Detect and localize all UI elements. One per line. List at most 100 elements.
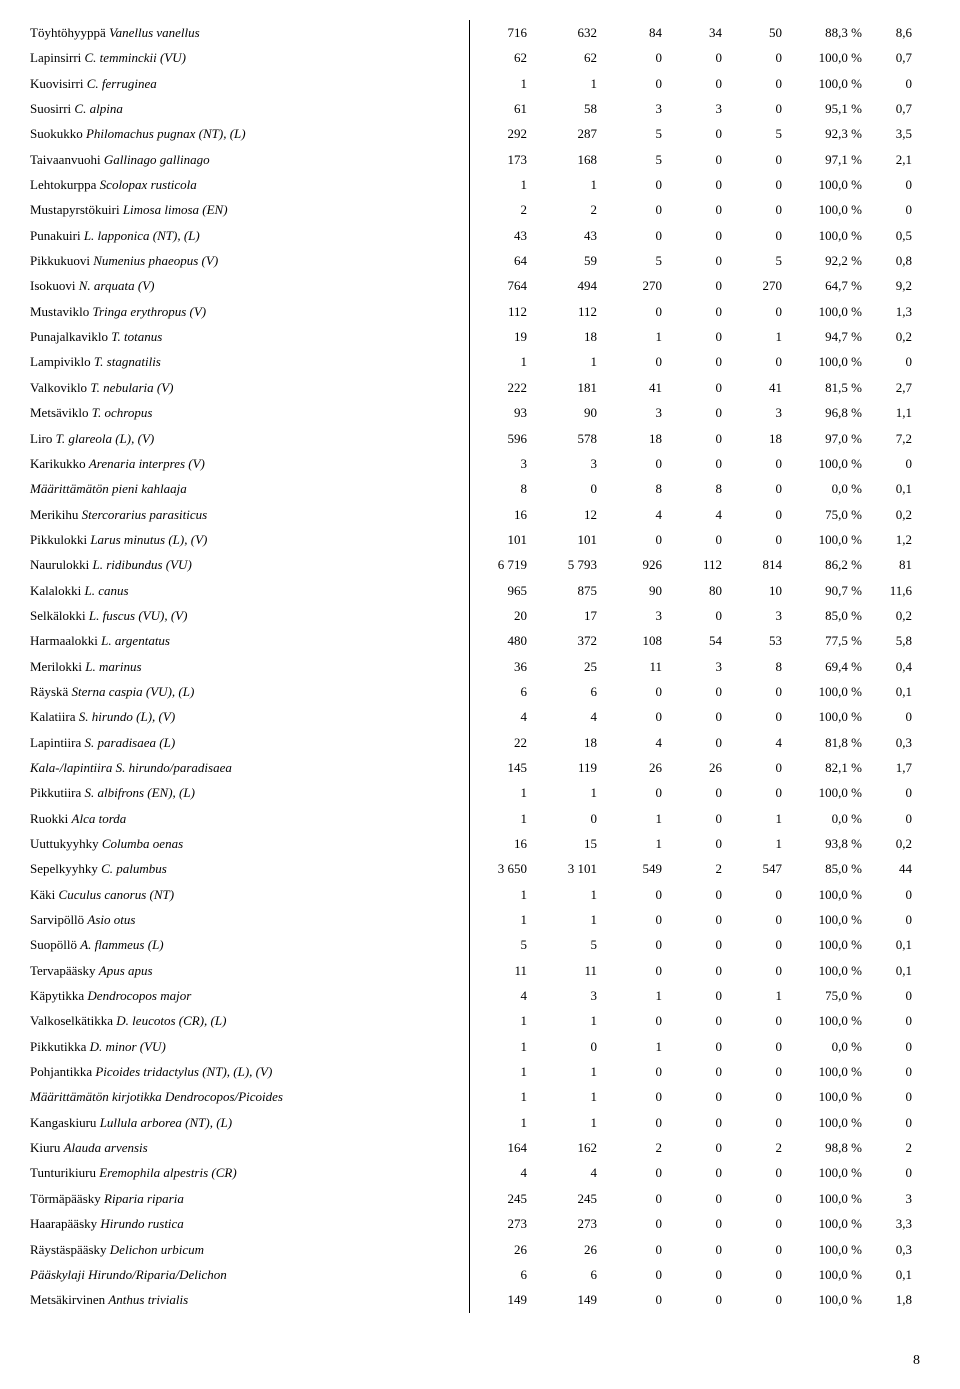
- species-common-name: Suopöllö: [30, 937, 80, 952]
- species-common-name: Karikukko: [30, 456, 89, 471]
- cell-c1: 2: [470, 197, 535, 222]
- cell-c6: 100,0 %: [790, 1008, 870, 1033]
- species-latin-name: Alca torda: [72, 811, 127, 826]
- cell-c4: 0: [670, 400, 730, 425]
- cell-c7: 0: [870, 1084, 920, 1109]
- species-table: Töyhtöhyyppä Vanellus vanellus7166328434…: [30, 20, 930, 1313]
- species-name: Määrittämätön pieni kahlaaja: [30, 476, 470, 501]
- species-name: Suopöllö A. flammeus (L): [30, 932, 470, 957]
- cell-c2: 43: [535, 223, 605, 248]
- cell-c7: 0,2: [870, 502, 920, 527]
- cell-c3: 0: [605, 958, 670, 983]
- table-row: Punakuiri L. lapponica (NT), (L)43430001…: [30, 223, 930, 248]
- cell-c1: 61: [470, 96, 535, 121]
- cell-c2: 5: [535, 932, 605, 957]
- cell-c3: 0: [605, 679, 670, 704]
- cell-c4: 0: [670, 1287, 730, 1312]
- species-common-name: Räystäspääsky: [30, 1242, 110, 1257]
- cell-c1: 5: [470, 932, 535, 957]
- cell-c5: 0: [730, 1237, 790, 1262]
- cell-c2: 273: [535, 1211, 605, 1236]
- cell-c6: 98,8 %: [790, 1135, 870, 1160]
- species-name: Harmaalokki L. argentatus: [30, 628, 470, 653]
- cell-c1: 26: [470, 1237, 535, 1262]
- cell-c5: 547: [730, 856, 790, 881]
- table-row: Pikkutiira S. albifrons (EN), (L)1100010…: [30, 780, 930, 805]
- cell-c3: 0: [605, 704, 670, 729]
- table-row: Punajalkaviklo T. totanus191810194,7 %0,…: [30, 324, 930, 349]
- cell-c5: 1: [730, 831, 790, 856]
- cell-c3: 3: [605, 96, 670, 121]
- cell-c1: 965: [470, 578, 535, 603]
- cell-c7: 0,7: [870, 45, 920, 70]
- cell-c3: 4: [605, 730, 670, 755]
- cell-c2: 25: [535, 654, 605, 679]
- cell-c4: 0: [670, 907, 730, 932]
- cell-c4: 0: [670, 882, 730, 907]
- cell-c1: 112: [470, 299, 535, 324]
- cell-c5: 1: [730, 806, 790, 831]
- species-name: Pikkulokki Larus minutus (L), (V): [30, 527, 470, 552]
- cell-c1: 43: [470, 223, 535, 248]
- cell-c5: 4: [730, 730, 790, 755]
- cell-c1: 64: [470, 248, 535, 273]
- species-latin-name: T. stagnatilis: [94, 354, 161, 369]
- cell-c2: 18: [535, 324, 605, 349]
- cell-c7: 1,3: [870, 299, 920, 324]
- table-row: Valkoviklo T. nebularia (V)2221814104181…: [30, 375, 930, 400]
- species-latin-name: L. ridibundus (VU): [92, 557, 191, 572]
- species-common-name: Pohjantikka: [30, 1064, 95, 1079]
- species-latin-name: N. arquata (V): [79, 278, 155, 293]
- cell-c6: 100,0 %: [790, 71, 870, 96]
- table-row: Liro T. glareola (L), (V)5965781801897,0…: [30, 426, 930, 451]
- cell-c7: 0,1: [870, 476, 920, 501]
- species-common-name: Pikkukuovi: [30, 253, 93, 268]
- cell-c6: 100,0 %: [790, 172, 870, 197]
- species-latin-name: D. leucotos (CR), (L): [116, 1013, 226, 1028]
- cell-c5: 41: [730, 375, 790, 400]
- cell-c6: 100,0 %: [790, 527, 870, 552]
- cell-c3: 18: [605, 426, 670, 451]
- cell-c1: 93: [470, 400, 535, 425]
- species-name: Käki Cuculus canorus (NT): [30, 882, 470, 907]
- species-latin-name: C. temminckii (VU): [85, 50, 186, 65]
- cell-c1: 6: [470, 679, 535, 704]
- cell-c6: 86,2 %: [790, 552, 870, 577]
- species-common-name: Mustaviklo: [30, 304, 92, 319]
- cell-c5: 0: [730, 679, 790, 704]
- cell-c2: 578: [535, 426, 605, 451]
- species-name: Naurulokki L. ridibundus (VU): [30, 552, 470, 577]
- species-common-name: Liro: [30, 431, 56, 446]
- cell-c4: 0: [670, 45, 730, 70]
- cell-c2: 245: [535, 1186, 605, 1211]
- species-name: Kuovisirri C. ferruginea: [30, 71, 470, 96]
- cell-c7: 0,1: [870, 958, 920, 983]
- table-row: Tunturikiuru Eremophila alpestris (CR)44…: [30, 1160, 930, 1185]
- cell-c4: 2: [670, 856, 730, 881]
- cell-c4: 0: [670, 273, 730, 298]
- cell-c1: 3: [470, 451, 535, 476]
- cell-c2: 1: [535, 882, 605, 907]
- cell-c7: 0: [870, 71, 920, 96]
- species-latin-name: L. argentatus: [101, 633, 170, 648]
- species-common-name: Kangaskiuru: [30, 1115, 100, 1130]
- species-name: Pohjantikka Picoides tridactylus (NT), (…: [30, 1059, 470, 1084]
- cell-c5: 5: [730, 248, 790, 273]
- species-latin-name: C. alpina: [74, 101, 122, 116]
- cell-c4: 0: [670, 932, 730, 957]
- cell-c1: 101: [470, 527, 535, 552]
- cell-c3: 0: [605, 71, 670, 96]
- cell-c6: 100,0 %: [790, 1211, 870, 1236]
- cell-c4: 0: [670, 172, 730, 197]
- cell-c1: 1: [470, 1008, 535, 1033]
- cell-c3: 5: [605, 248, 670, 273]
- species-name: Valkoviklo T. nebularia (V): [30, 375, 470, 400]
- cell-c5: 1: [730, 324, 790, 349]
- cell-c5: 0: [730, 1186, 790, 1211]
- species-latin-name: Scolopax rusticola: [100, 177, 197, 192]
- cell-c7: 0,1: [870, 1262, 920, 1287]
- cell-c1: 273: [470, 1211, 535, 1236]
- cell-c5: 0: [730, 299, 790, 324]
- species-common-name: Metsäkirvinen: [30, 1292, 108, 1307]
- species-name: Karikukko Arenaria interpres (V): [30, 451, 470, 476]
